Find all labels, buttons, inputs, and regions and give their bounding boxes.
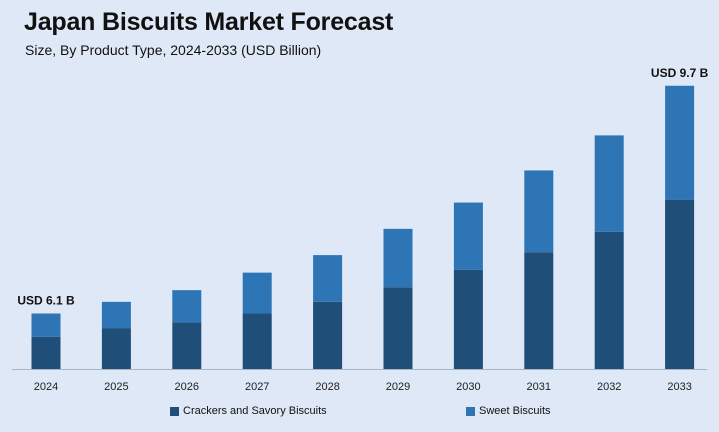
bar-crackers-2025 <box>101 328 131 369</box>
x-tick-label-2031: 2031 <box>527 381 551 393</box>
bar-crackers-2026 <box>172 322 202 369</box>
x-tick-label-2030: 2030 <box>456 381 480 393</box>
x-tick-label-2027: 2027 <box>245 381 269 393</box>
x-tick-label-2033: 2033 <box>667 381 691 393</box>
bar-sweet-2027 <box>242 272 272 314</box>
bar-sweet-2030 <box>453 202 483 270</box>
x-tick-label-2032: 2032 <box>597 381 621 393</box>
legend-label-crackers: Crackers and Savory Biscuits <box>183 405 327 417</box>
bar-crackers-2031 <box>524 252 554 369</box>
bar-crackers-2024 <box>31 336 61 369</box>
bar-crackers-2033 <box>665 199 695 369</box>
chart-subtitle: Size, By Product Type, 2024-2033 (USD Bi… <box>25 42 322 58</box>
x-tick-label-2028: 2028 <box>315 381 339 393</box>
bar-crackers-2027 <box>242 313 272 369</box>
bar-sweet-2032 <box>594 135 624 232</box>
chart-title: Japan Biscuits Market Forecast <box>24 8 394 36</box>
legend-item-sweet: Sweet Biscuits <box>466 405 551 417</box>
legend-item-crackers: Crackers and Savory Biscuits <box>170 405 327 417</box>
bar-crackers-2030 <box>453 269 483 369</box>
bar-sweet-2028 <box>313 255 343 302</box>
bar-sweet-2031 <box>524 170 554 253</box>
bar-sweet-2029 <box>383 228 413 288</box>
x-tick-label-2026: 2026 <box>175 381 199 393</box>
bar-sweet-2024 <box>31 313 61 337</box>
x-tick-label-2029: 2029 <box>386 381 410 393</box>
legend-label-sweet: Sweet Biscuits <box>479 405 551 417</box>
x-tick-label-2024: 2024 <box>34 381 58 393</box>
legend-swatch-sweet <box>466 406 475 416</box>
bar-crackers-2028 <box>313 301 343 369</box>
bar-sweet-2026 <box>172 290 202 323</box>
bar-sweet-2025 <box>101 301 131 329</box>
total-annotation-2033: USD 9.7 B <box>651 66 709 80</box>
chart-legend: Crackers and Savory Biscuits Sweet Biscu… <box>0 405 719 421</box>
x-tick-label-2025: 2025 <box>104 381 128 393</box>
bar-crackers-2029 <box>383 287 413 369</box>
bar-crackers-2032 <box>594 231 624 369</box>
total-annotation-2024: USD 6.1 B <box>17 294 75 308</box>
legend-swatch-crackers <box>170 406 179 416</box>
bar-sweet-2033 <box>665 85 695 200</box>
